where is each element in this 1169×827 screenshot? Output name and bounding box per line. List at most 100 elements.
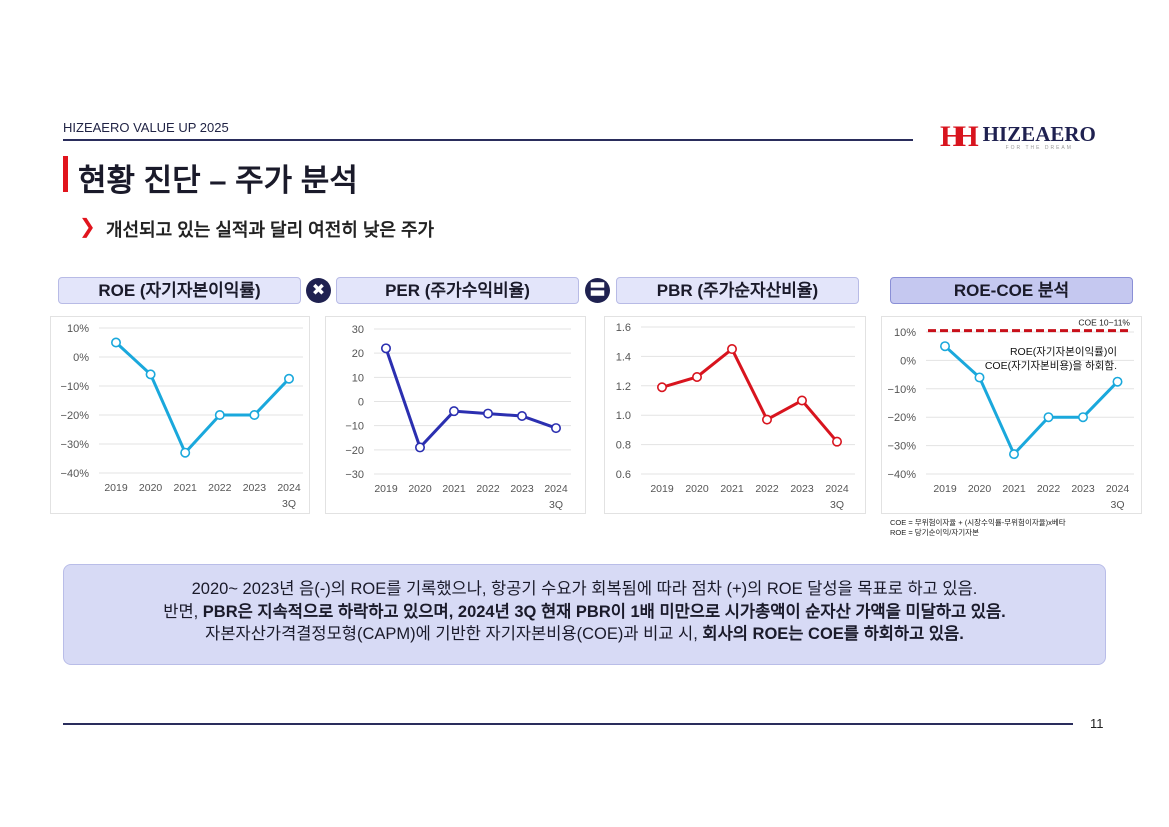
y-tick-label: 0.8 bbox=[616, 440, 631, 452]
header-divider bbox=[63, 139, 913, 141]
series-line bbox=[114, 341, 291, 456]
series-line bbox=[384, 347, 557, 451]
x-tick-label: 2021 bbox=[1002, 483, 1026, 495]
x-tick-label: 2022 bbox=[755, 483, 779, 495]
data-point bbox=[939, 341, 950, 352]
brand-label: HIZEAERO VALUE UP 2025 bbox=[63, 120, 229, 135]
x-tick-label: 2022 bbox=[208, 482, 232, 494]
summary-line-1: 2020~ 2023년 음(-)의 ROE를 기록했으나, 항공기 수요가 회복… bbox=[191, 580, 978, 598]
data-point bbox=[483, 408, 494, 419]
x-tick-label: 2021 bbox=[174, 482, 198, 494]
y-tick-label: 1.6 bbox=[616, 322, 631, 334]
x-tick-label: 2020 bbox=[685, 483, 709, 495]
logo-word: HIZEAERO bbox=[982, 122, 1096, 146]
x-tick-label: 2024 bbox=[1106, 483, 1130, 495]
x-tick-label-quarter: 3Q bbox=[1110, 499, 1124, 511]
summary-line-2b: PBR은 지속적으로 하락하고 있으며, 2024년 3Q 현재 PBR이 1배… bbox=[202, 602, 1006, 621]
y-tick-label: −10% bbox=[61, 381, 90, 393]
y-tick-label: 30 bbox=[352, 324, 364, 336]
data-point bbox=[692, 371, 703, 382]
y-tick-label: 1.4 bbox=[616, 351, 631, 363]
data-point bbox=[449, 406, 460, 417]
y-tick-label: 20 bbox=[352, 348, 364, 360]
x-tick-label-quarter: 3Q bbox=[830, 499, 844, 511]
data-point bbox=[551, 423, 562, 434]
y-tick-label: 0.6 bbox=[616, 469, 631, 481]
data-point bbox=[180, 447, 191, 458]
data-point bbox=[517, 411, 528, 422]
summary-line-3a: 자본자산가격결정모형(CAPM)에 기반한 자기자본비용(COE)과 비교 시, bbox=[205, 625, 703, 643]
y-tick-label: 10 bbox=[352, 372, 364, 384]
chevron-right-icon: ❯ bbox=[79, 216, 96, 238]
x-tick-label: 2023 bbox=[790, 483, 814, 495]
data-point bbox=[1009, 449, 1020, 460]
data-point bbox=[249, 410, 260, 421]
y-tick-label: 1.0 bbox=[616, 410, 631, 422]
chart-per: 30 20 10 0 −10 −20 −30 2019 2020 2021 2022 2023 2024… bbox=[325, 316, 586, 514]
y-tick-label: −40% bbox=[61, 468, 90, 480]
x-tick-label: 2021 bbox=[720, 483, 744, 495]
x-tick-label: 2022 bbox=[476, 483, 500, 495]
data-point bbox=[284, 373, 295, 384]
coe-formula: COE = 무위험이자율 + (시장수익률-무위험이자율)x베타 bbox=[890, 518, 1066, 527]
data-point bbox=[380, 343, 391, 354]
y-tick-label: 1.2 bbox=[616, 381, 631, 393]
y-tick-label: −40% bbox=[888, 469, 917, 481]
data-point bbox=[110, 337, 121, 348]
title-accent-bar bbox=[63, 156, 68, 192]
formula-notes: COE = 무위험이자율 + (시장수익률-무위험이자율)x베타 ROE = 당… bbox=[890, 518, 1066, 538]
coe-reference-label: COE 10~11% bbox=[1078, 318, 1130, 328]
roe-formula: ROE = 당기순이익/자기자본 bbox=[890, 528, 979, 537]
x-tick-label: 2019 bbox=[933, 483, 957, 495]
series-line bbox=[943, 345, 1119, 457]
x-tick-label: 2021 bbox=[442, 483, 466, 495]
chart-annotation: ROE(자기자본이익률)이 bbox=[1010, 346, 1117, 358]
chart-roe-coe: 10% 0% −10% −20% −30% −40% 2019 2020 2021 2022 202… bbox=[881, 316, 1142, 514]
multiply-icon: ✖ bbox=[306, 278, 331, 303]
x-tick-label: 2022 bbox=[1037, 483, 1061, 495]
chart-annotation: COE(자기자본비용)을 하회함. bbox=[985, 359, 1117, 372]
x-tick-label: 2024 bbox=[825, 483, 849, 495]
x-tick-label: 2019 bbox=[104, 482, 128, 494]
y-tick-label: −10 bbox=[345, 421, 364, 433]
chart-pbr: 1.6 1.4 1.2 1.0 0.8 0.6 2019 2020 2021 2022 2023 20… bbox=[604, 316, 866, 514]
logo-tagline: FOR THE DREAM bbox=[1005, 145, 1073, 151]
data-point bbox=[727, 344, 738, 355]
page-title: 현황 진단 – 주가 분석 bbox=[78, 163, 358, 198]
data-point bbox=[832, 436, 843, 447]
data-point bbox=[974, 372, 985, 383]
per-line-chart: 30 20 10 0 −10 −20 −30 2019 2020 2021 2022 2023 2024… bbox=[345, 324, 571, 511]
data-point bbox=[656, 382, 667, 393]
x-tick-label: 2023 bbox=[510, 483, 534, 495]
data-point bbox=[214, 410, 225, 421]
x-tick-label: 2023 bbox=[1071, 483, 1095, 495]
data-point bbox=[1043, 412, 1054, 423]
pill-per: PER (주가수익비율) bbox=[336, 277, 579, 304]
equals-icon: 〓 bbox=[585, 278, 610, 303]
x-tick-label: 2019 bbox=[374, 483, 398, 495]
x-tick-label: 2024 bbox=[544, 483, 568, 495]
data-point bbox=[145, 369, 156, 380]
x-tick-label: 2019 bbox=[650, 483, 674, 495]
summary-line-3b: 회사의 ROE는 COE를 하회하고 있음. bbox=[702, 625, 964, 643]
summary-box: 2020~ 2023년 음(-)의 ROE를 기록했으나, 항공기 수요가 회복… bbox=[63, 564, 1106, 665]
y-tick-label: 10% bbox=[67, 323, 89, 335]
page-number: 11 bbox=[1090, 716, 1104, 731]
y-tick-label: −30 bbox=[345, 469, 364, 481]
y-tick-label: 10% bbox=[894, 327, 916, 339]
roe-line-chart: 10% 0% −10% −20% −30% −40% 2019 2020 2021 2022 202… bbox=[61, 323, 303, 510]
y-tick-label: −30% bbox=[888, 441, 917, 453]
y-tick-label: −20% bbox=[61, 410, 90, 422]
data-point bbox=[415, 442, 426, 453]
data-point bbox=[1078, 412, 1089, 423]
data-point bbox=[797, 395, 808, 406]
pill-pbr: PBR (주가순자산비율) bbox=[616, 277, 859, 304]
x-tick-label: 2023 bbox=[243, 482, 267, 494]
logo-mark: HH bbox=[940, 120, 979, 153]
x-tick-label-quarter: 3Q bbox=[282, 498, 296, 510]
y-tick-label: −20% bbox=[888, 412, 917, 424]
data-point bbox=[762, 414, 773, 425]
company-logo: HH HIZEAERO FOR THE DREAM bbox=[940, 122, 1096, 152]
x-tick-label: 2024 bbox=[277, 482, 301, 494]
y-tick-label: −30% bbox=[61, 439, 90, 451]
